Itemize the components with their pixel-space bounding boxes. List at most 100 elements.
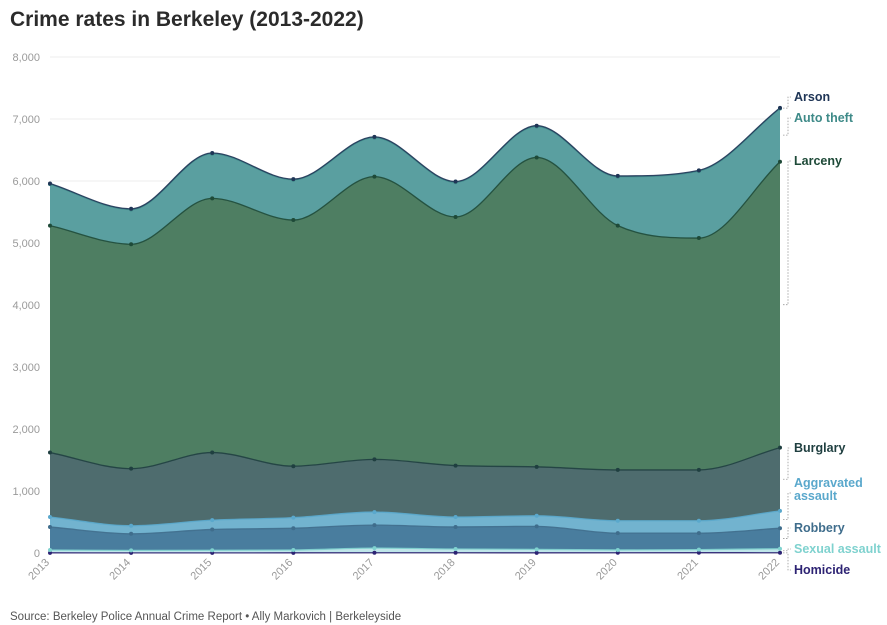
y-tick-label: 8,000 <box>12 52 40 64</box>
point-sexual-assault-2014 <box>129 548 134 553</box>
x-tick-label: 2018 <box>432 557 458 583</box>
point-burglary-2020 <box>615 467 620 472</box>
series-label-text: Burglary <box>794 441 845 455</box>
line-larceny <box>49 156 781 245</box>
point-sexual-assault-2022 <box>778 546 782 551</box>
point-burglary-2015 <box>210 450 215 455</box>
point-homicide-2016 <box>291 550 296 555</box>
label-auto-theft: Auto theft <box>783 111 854 136</box>
point-arson-2021 <box>696 168 701 173</box>
label-connector <box>783 492 791 520</box>
x-tick-label: 2015 <box>189 557 215 583</box>
point-aggravated-assault-2022 <box>778 508 782 513</box>
point-burglary-2021 <box>696 467 701 472</box>
point-homicide-2019 <box>534 550 539 555</box>
area-sexual-assault <box>50 548 780 553</box>
point-larceny-2015 <box>210 196 215 201</box>
area-robbery <box>50 525 780 551</box>
point-larceny-2019 <box>534 155 539 160</box>
y-tick-label: 7,000 <box>12 114 40 126</box>
area-series <box>50 107 780 553</box>
x-tick-label: 2021 <box>675 557 701 583</box>
label-connector <box>783 117 791 136</box>
point-sexual-assault-2019 <box>534 547 539 552</box>
series-label-text: Arson <box>794 90 830 104</box>
series-lines <box>49 107 781 554</box>
chart-title: Crime rates in Berkeley (2013-2022) <box>10 8 364 31</box>
point-larceny-2021 <box>696 236 701 241</box>
point-sexual-assault-2016 <box>291 548 296 553</box>
area-burglary <box>50 447 780 526</box>
point-burglary-2016 <box>291 464 296 469</box>
point-robbery-2020 <box>615 531 620 536</box>
point-sexual-assault-2021 <box>696 547 701 552</box>
data-points <box>48 105 782 555</box>
series-labels: Homicide Sexual assault RobberyAggravateda… <box>783 90 882 577</box>
point-robbery-2014 <box>129 531 134 536</box>
point-sexual-assault-2017 <box>372 546 377 551</box>
line-robbery <box>49 524 781 535</box>
label-connector <box>783 552 791 571</box>
point-aggravated-assault-2013 <box>48 515 52 520</box>
line-arson <box>49 107 781 210</box>
line-aggravated-assault <box>49 510 781 527</box>
label-robbery: Robbery <box>783 521 845 539</box>
point-aggravated-assault-2021 <box>696 518 701 523</box>
point-arson-2018 <box>453 179 458 184</box>
point-homicide-2017 <box>372 550 377 555</box>
point-robbery-2022 <box>778 526 782 531</box>
label-burglary: Burglary <box>783 441 845 480</box>
point-homicide-2018 <box>453 550 458 555</box>
area-larceny <box>50 157 780 470</box>
point-aggravated-assault-2020 <box>615 518 620 523</box>
line-sexual-assault <box>49 547 781 552</box>
point-burglary-2013 <box>48 450 52 455</box>
point-homicide-2022 <box>778 550 782 555</box>
source-note: Source: Berkeley Police Annual Crime Rep… <box>10 611 402 623</box>
x-tick-label: 2013 <box>26 557 52 583</box>
point-aggravated-assault-2016 <box>291 515 296 520</box>
label-connector <box>783 96 791 109</box>
point-larceny-2013 <box>48 223 52 228</box>
y-tick-label: 1,000 <box>12 486 40 498</box>
series-label-text: Homicide <box>794 563 850 577</box>
point-robbery-2013 <box>48 524 52 529</box>
point-arson-2017 <box>372 134 377 139</box>
x-tick-label: 2020 <box>594 557 620 583</box>
point-larceny-2017 <box>372 174 377 179</box>
y-tick-label: 5,000 <box>12 238 40 250</box>
label-connector <box>783 160 791 306</box>
point-larceny-2018 <box>453 214 458 219</box>
point-robbery-2015 <box>210 527 215 532</box>
label-sexual-assault: Sexual assault <box>783 542 882 556</box>
label-arson: Arson <box>783 90 830 109</box>
point-burglary-2022 <box>778 445 782 450</box>
series-label-text: assault <box>794 489 838 503</box>
point-burglary-2017 <box>372 457 377 462</box>
point-burglary-2019 <box>534 464 539 469</box>
x-tick-label: 2019 <box>513 557 539 583</box>
point-robbery-2016 <box>291 526 296 531</box>
x-tick-label: 2014 <box>107 557 133 583</box>
series-label-text: Larceny <box>794 154 842 168</box>
x-tick-label: 2016 <box>270 557 296 583</box>
point-aggravated-assault-2017 <box>372 510 377 515</box>
area-aggravated-assault <box>50 510 780 534</box>
point-sexual-assault-2018 <box>453 547 458 552</box>
point-aggravated-assault-2018 <box>453 515 458 520</box>
point-larceny-2020 <box>615 223 620 228</box>
label-larceny: Larceny <box>783 154 842 306</box>
y-tick-label: 2,000 <box>12 424 40 436</box>
point-arson-2016 <box>291 177 296 182</box>
point-sexual-assault-2013 <box>48 548 52 553</box>
point-larceny-2014 <box>129 242 134 247</box>
label-connector <box>783 548 791 552</box>
point-homicide-2020 <box>615 550 620 555</box>
point-burglary-2018 <box>453 463 458 468</box>
point-larceny-2016 <box>291 218 296 223</box>
y-tick-label: 0 <box>34 548 40 560</box>
point-robbery-2019 <box>534 524 539 529</box>
point-arson-2020 <box>615 173 620 178</box>
